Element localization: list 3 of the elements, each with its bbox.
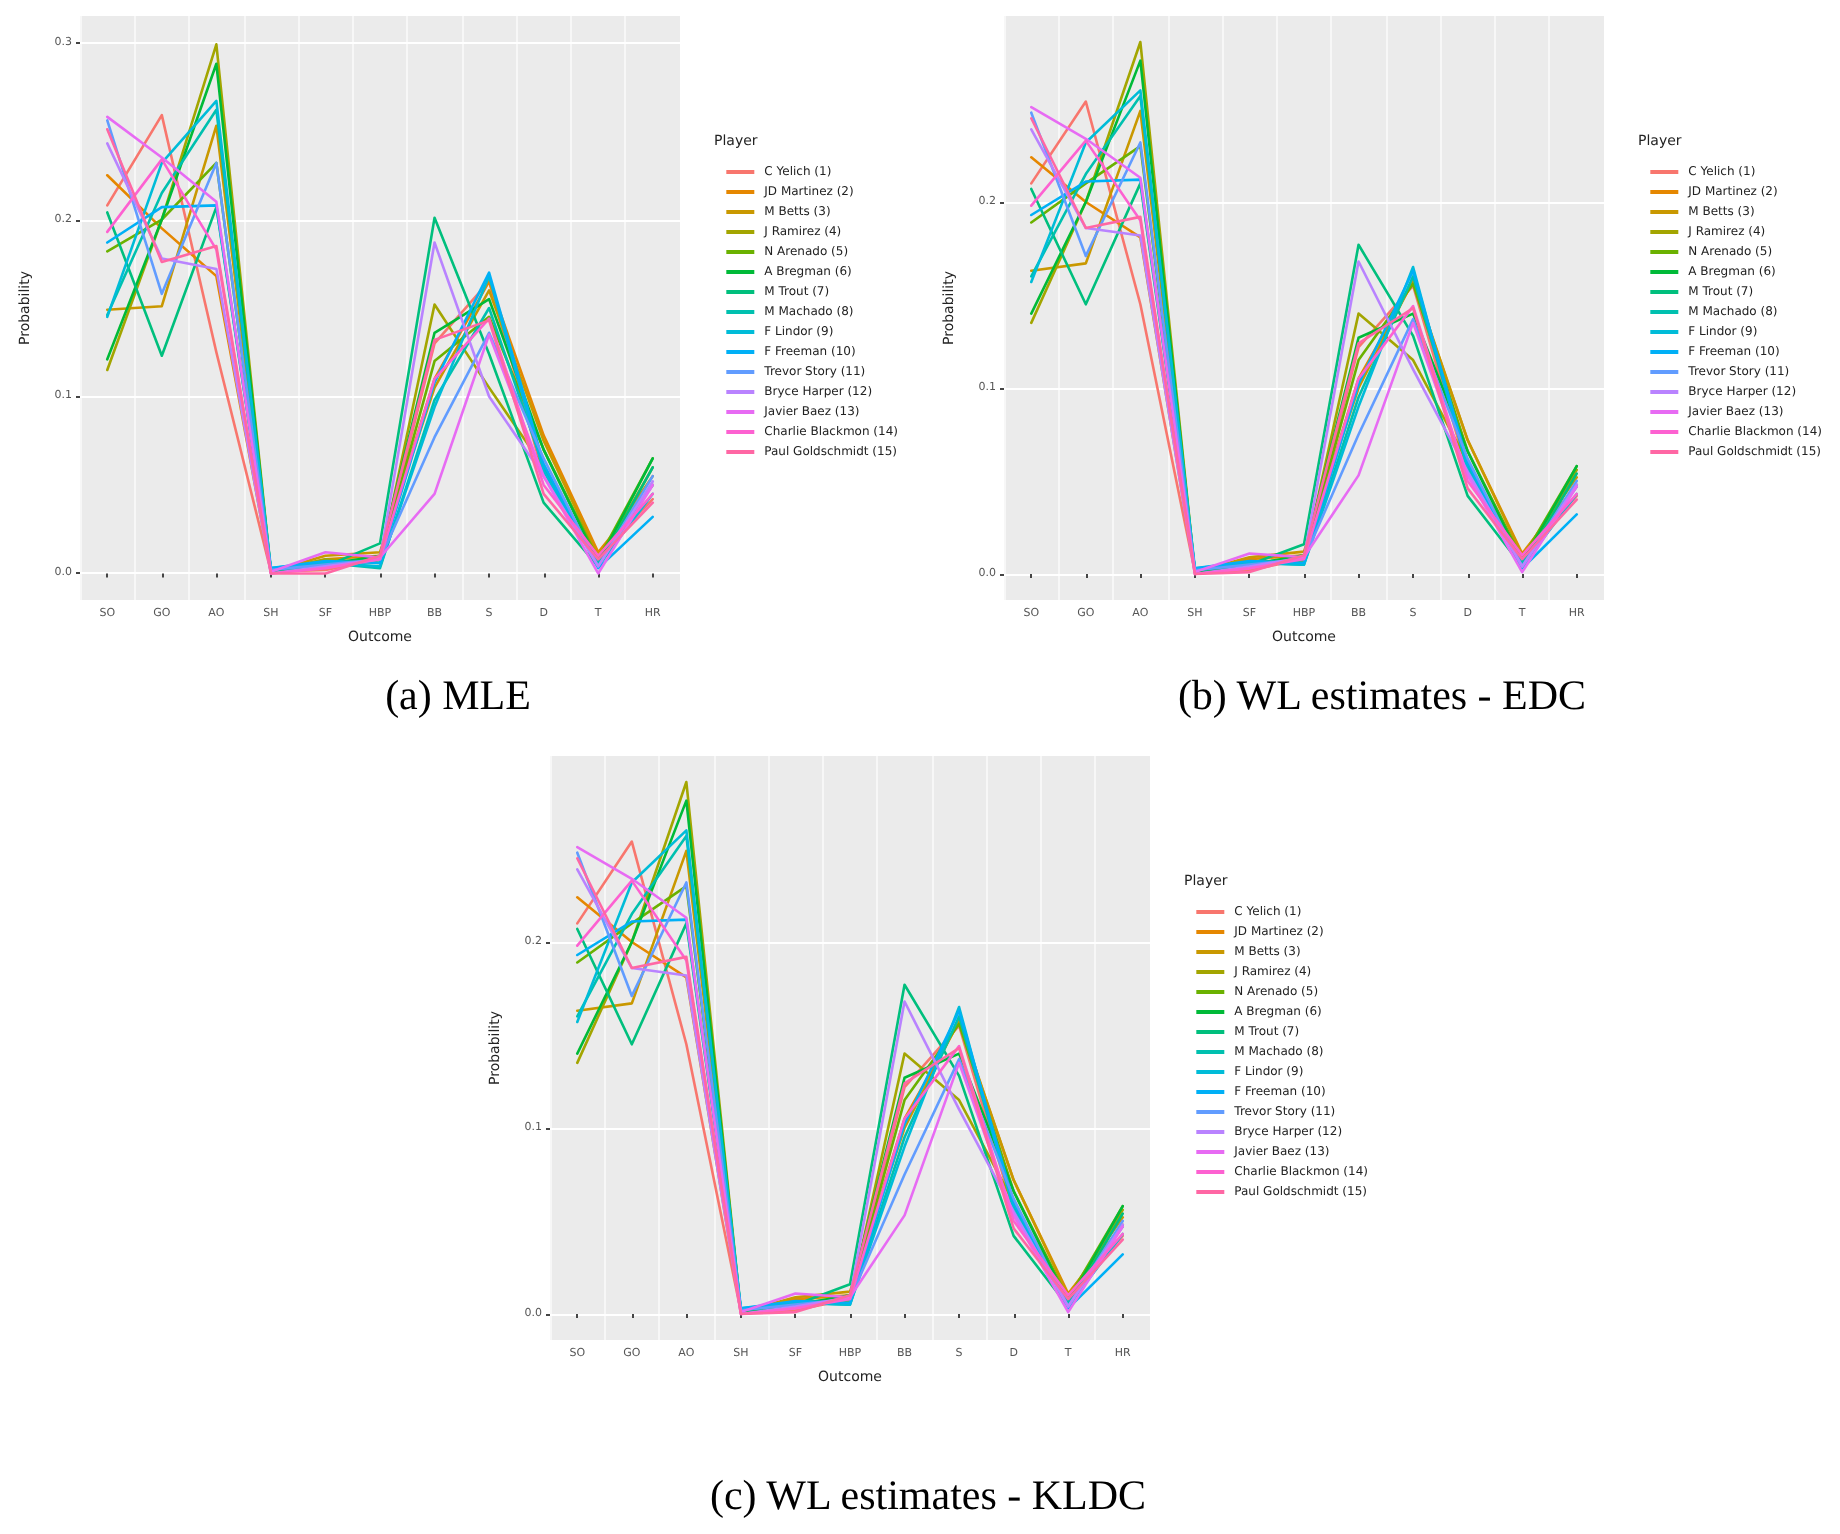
text: (b) WL estimates - EDC xyxy=(1177,671,1587,719)
text: (a) MLE xyxy=(385,671,531,719)
text: (c) WL estimates - KLDC xyxy=(709,1471,1147,1519)
